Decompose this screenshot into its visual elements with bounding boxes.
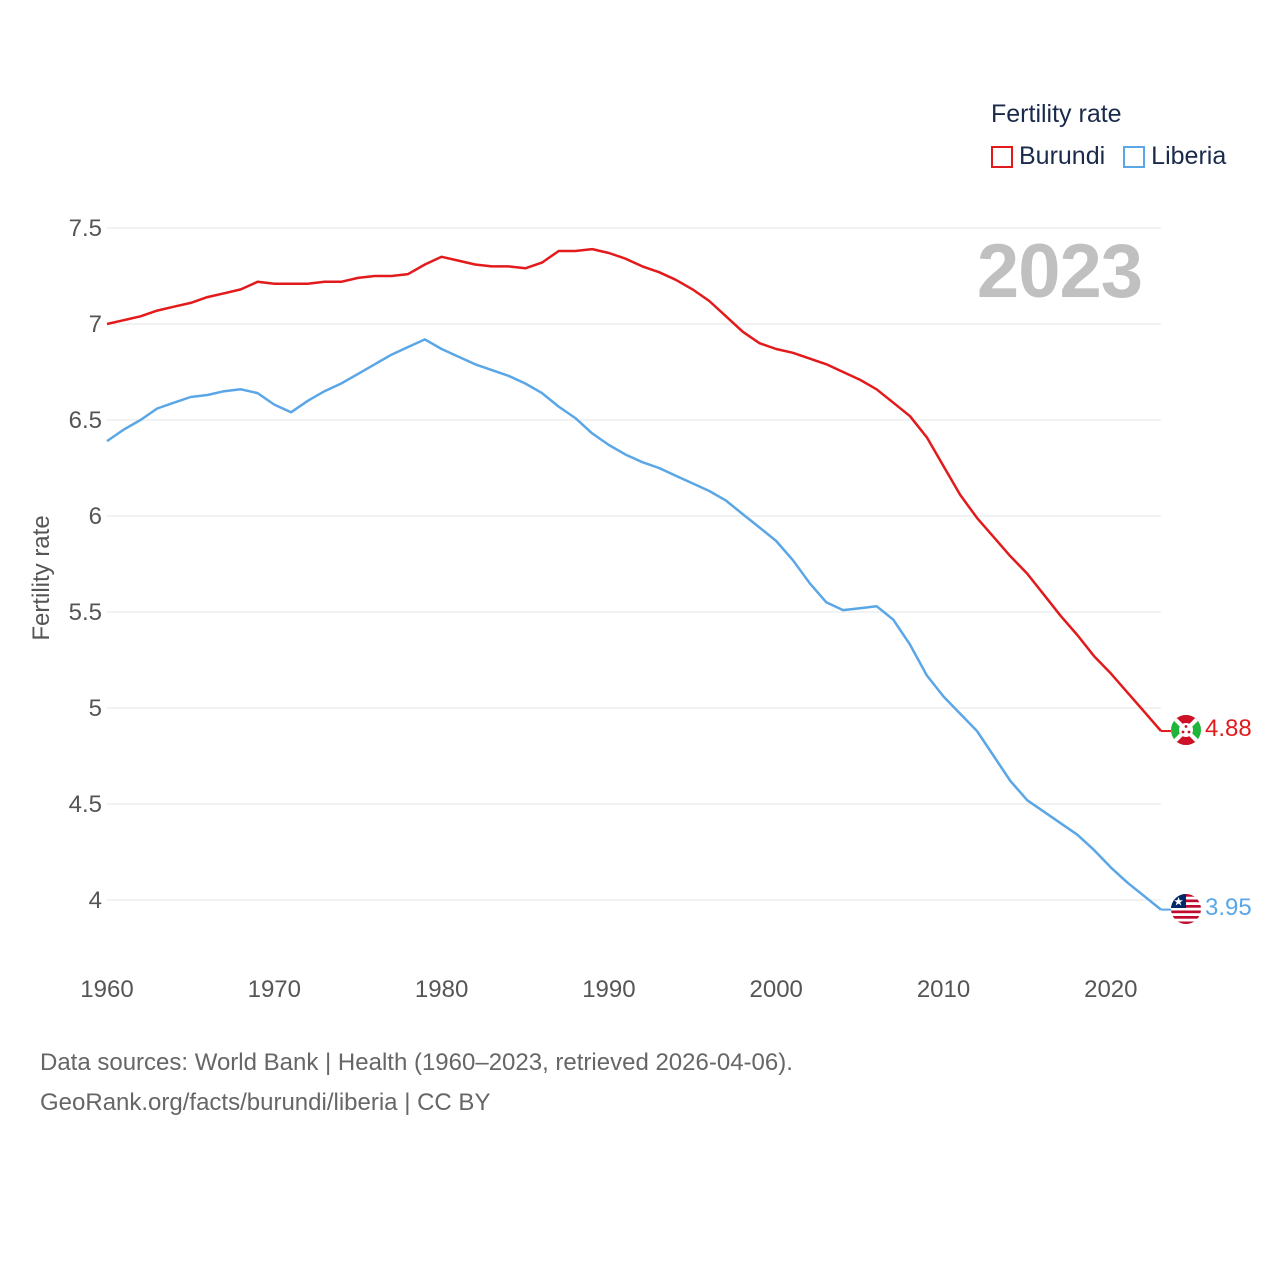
y-tick-label: 6.5 [69, 407, 102, 434]
series-line-burundi[interactable] [106, 247, 1162, 732]
y-tick-label: 7.5 [69, 215, 102, 242]
y-tick-label: 4.5 [69, 791, 102, 818]
legend-label-liberia: Liberia [1151, 142, 1227, 170]
x-tick-label: 2020 [1084, 976, 1137, 1003]
legend-item-liberia[interactable]: Liberia [1123, 142, 1226, 171]
y-tick-label: 6 [89, 503, 102, 530]
legend-label-burundi: Burundi [1019, 142, 1106, 170]
burundi-flag-icon [1171, 715, 1201, 745]
source-note: Data sources: World Bank | Health (1960–… [40, 1043, 793, 1123]
legend: Burundi Liberia [991, 142, 1226, 171]
year-overlay: 2023 [976, 229, 1143, 314]
y-tick-label: 7 [89, 311, 102, 338]
legend-title: Fertility rate [991, 100, 1122, 128]
x-axis-ticks: 1960 1970 1980 1990 2000 2010 2020 [80, 976, 1137, 1003]
x-tick-label: 1960 [80, 976, 133, 1003]
series-line-liberia[interactable] [106, 338, 1162, 911]
liberia-flag-icon [1171, 894, 1201, 924]
x-tick-label: 1980 [415, 976, 468, 1003]
x-tick-label: 1970 [248, 976, 301, 1003]
series-lines [106, 247, 1171, 911]
gridlines [107, 227, 1161, 901]
legend-swatch-burundi [991, 145, 1013, 168]
end-label-liberia: 3.95 [1205, 894, 1252, 921]
x-tick-label: 1990 [582, 976, 635, 1003]
source-line-2[interactable]: GeoRank.org/facts/burundi/liberia | CC B… [40, 1089, 491, 1116]
legend-swatch-liberia [1123, 145, 1146, 168]
y-tick-label: 4 [89, 887, 102, 914]
y-tick-label: 5.5 [69, 599, 102, 626]
end-label-burundi: 4.88 [1205, 715, 1252, 742]
x-tick-label: 2000 [750, 976, 803, 1003]
y-axis-label: Fertility rate [28, 515, 55, 641]
y-tick-label: 5 [89, 695, 102, 722]
x-tick-label: 2010 [917, 976, 970, 1003]
legend-item-burundi[interactable]: Burundi [991, 142, 1105, 171]
source-line-1: Data sources: World Bank | Health (1960–… [40, 1049, 793, 1076]
y-axis-ticks: 4 4.5 5 5.5 6 6.5 7 7.5 [69, 215, 102, 914]
